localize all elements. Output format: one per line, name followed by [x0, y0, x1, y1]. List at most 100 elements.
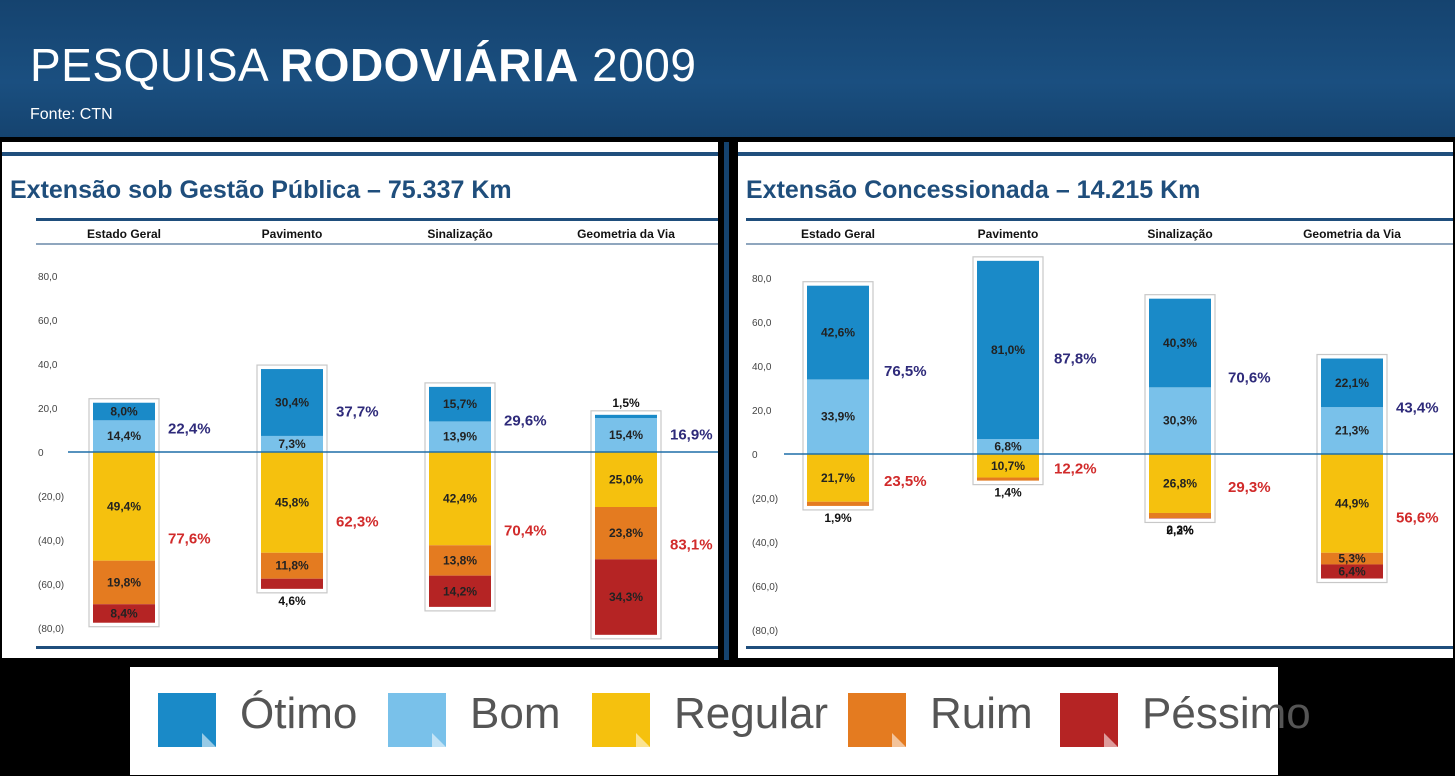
panel-concession: Extensão Concessionada – 14.215 Km Estad…: [738, 142, 1453, 658]
segment-label: 44,9%: [1335, 496, 1369, 510]
y-tick-label: 20,0: [38, 404, 58, 415]
legend: Ótimo Bom Regular Ruim Péssimo: [130, 667, 1311, 775]
positive-total: 16,9%: [670, 426, 713, 443]
segment-label: 13,8%: [443, 553, 477, 567]
bar-segment-otimo: [595, 414, 657, 419]
category-label: Geometria da Via: [1303, 227, 1401, 241]
positive-total: 87,8%: [1054, 350, 1097, 367]
segment-label: 19,8%: [107, 575, 141, 589]
legend-label: Péssimo: [1142, 689, 1311, 738]
bar-segment-ruim: [1149, 512, 1211, 519]
bar-segment-regular: [93, 452, 155, 561]
y-tick-label: 80,0: [38, 272, 58, 283]
bar-segment-bom: [1149, 387, 1211, 454]
chart-title-public: Extensão sob Gestão Pública – 75.337 Km: [10, 176, 512, 204]
negative-total: 12,2%: [1054, 460, 1097, 477]
category-label: Sinalização: [427, 227, 492, 241]
header-rule: [36, 218, 718, 221]
source-note: Fonte: CTN: [30, 106, 113, 123]
panel-divider: [724, 142, 729, 660]
segment-label: 14,2%: [443, 584, 477, 598]
category-label: Pavimento: [262, 227, 323, 241]
bar-segment-otimo: [807, 285, 869, 380]
footer-rule: [36, 646, 718, 649]
bar-segment-ruim: [429, 545, 491, 576]
title-bold: RODOVIÁRIA: [279, 39, 579, 91]
segment-label-outside: 1,4%: [994, 486, 1022, 500]
segment-label: 13,9%: [443, 430, 477, 444]
y-tick-label: 0: [38, 448, 44, 459]
bar-segment-otimo: [1321, 358, 1383, 408]
positive-total: 22,4%: [168, 420, 211, 437]
positive-total: 43,4%: [1396, 399, 1439, 416]
bar-segment-bom: [261, 435, 323, 452]
y-tick-label: (40,0): [752, 538, 778, 549]
category-label: Geometria da Via: [577, 227, 675, 241]
bar-frame: [1316, 353, 1388, 584]
y-tick-label: 20,0: [752, 406, 772, 417]
segment-label-outside: 0,2%: [1166, 523, 1194, 537]
bar-frame: [256, 364, 328, 594]
header-banner: PESQUISA RODOVIÁRIA 2009 Fonte: CTN: [0, 0, 1455, 137]
page-title: PESQUISA RODOVIÁRIA 2009: [30, 38, 696, 92]
segment-label: 8,0%: [110, 405, 138, 419]
legend-label: Ruim: [930, 689, 1033, 738]
legend-label: Ótimo: [240, 689, 358, 738]
bar-segment-bom: [595, 418, 657, 452]
negative-total: 83,1%: [670, 536, 713, 553]
segment-label: 7,3%: [278, 437, 306, 451]
y-tick-label: 40,0: [752, 362, 772, 373]
segment-label: 42,6%: [821, 326, 855, 340]
chart-title-concession: Extensão Concessionada – 14.215 Km: [746, 176, 1201, 204]
bar-segment-otimo: [93, 402, 155, 421]
bar-frame: [802, 281, 874, 511]
bar-segment-bom: [977, 439, 1039, 454]
y-tick-label: (80,0): [752, 626, 778, 637]
y-tick-label: 80,0: [752, 274, 772, 285]
bar-segment-otimo: [261, 369, 323, 436]
bar-segment-ruim: [1321, 552, 1383, 565]
negative-total: 29,3%: [1228, 479, 1271, 496]
segment-label-outside: 2,3%: [1166, 523, 1194, 537]
category-label: Pavimento: [978, 227, 1039, 241]
segment-label: 21,3%: [1335, 424, 1369, 438]
segment-label: 49,4%: [107, 499, 141, 513]
bar-segment-ruim: [595, 507, 657, 560]
bar-segment-pessimo: [595, 559, 657, 635]
bar-frame: [424, 382, 496, 612]
bar-segment-otimo: [1149, 298, 1211, 388]
y-tick-label: (60,0): [752, 582, 778, 593]
y-tick-label: (40,0): [38, 536, 64, 547]
y-tick-label: (20,0): [38, 492, 64, 503]
segment-label: 30,4%: [275, 396, 309, 410]
chart-concession: Estado Geral Pavimento Sinalização Geometri…: [746, 218, 1453, 649]
segment-label: 14,4%: [107, 429, 141, 443]
segment-label-outside: 4,6%: [278, 594, 306, 608]
bar-segment-regular: [1149, 454, 1211, 513]
title-light: PESQUISA: [30, 39, 280, 91]
segment-label: 30,3%: [1163, 414, 1197, 428]
segment-label: 81,0%: [991, 343, 1025, 357]
panel-top-rule: [738, 152, 1453, 156]
bar-segment-pessimo: [261, 578, 323, 589]
footer-rule: [746, 646, 1453, 649]
bar-segment-pessimo: [93, 604, 155, 623]
legend-swatch-pessimo: [1060, 693, 1118, 747]
segment-label: 8,4%: [110, 606, 138, 620]
negative-total: 56,6%: [1396, 509, 1439, 526]
bar-segment-regular: [1321, 454, 1383, 553]
segment-label-outside: 1,5%: [612, 396, 640, 410]
bar-segment-pessimo: [429, 575, 491, 607]
segment-label: 45,8%: [275, 495, 309, 509]
segment-label: 10,7%: [991, 459, 1025, 473]
bar-frame: [1144, 294, 1216, 524]
segment-label: 23,8%: [609, 526, 643, 540]
segment-label: 42,4%: [443, 492, 477, 506]
y-tick-label: 60,0: [752, 318, 772, 329]
y-tick-label: 40,0: [38, 360, 58, 371]
bar-segment-ruim: [977, 477, 1039, 481]
segment-label: 15,7%: [443, 397, 477, 411]
bar-segment-regular: [429, 452, 491, 546]
bar-segment-bom: [93, 420, 155, 452]
segment-label: 6,8%: [994, 440, 1022, 454]
